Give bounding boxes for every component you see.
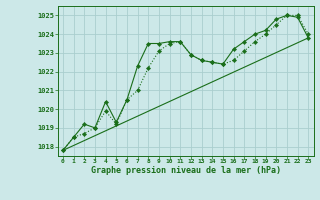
X-axis label: Graphe pression niveau de la mer (hPa): Graphe pression niveau de la mer (hPa)	[91, 166, 281, 175]
